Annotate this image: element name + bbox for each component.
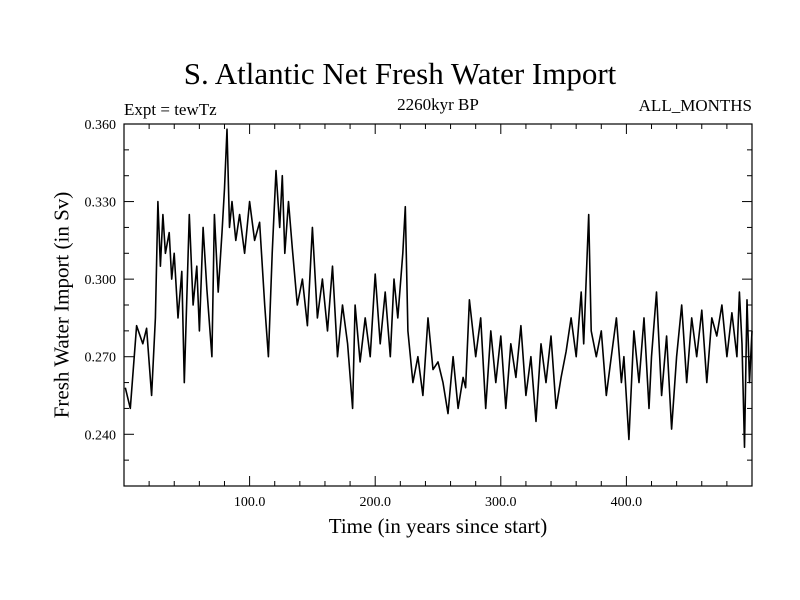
x-axis-label: Time (in years since start) <box>328 514 548 538</box>
y-tick-label: 0.240 <box>85 428 117 443</box>
x-tick-label: 300.0 <box>485 495 517 510</box>
y-tick-label: 0.300 <box>85 273 117 288</box>
x-tick-label: 100.0 <box>234 495 266 510</box>
y-tick-label: 0.270 <box>85 351 117 366</box>
experiment-label: Expt = tewTz <box>124 100 217 119</box>
series-line <box>124 128 753 449</box>
months-label: ALL_MONTHS <box>638 96 752 115</box>
chart-title: S. Atlantic Net Fresh Water Import <box>183 56 617 91</box>
x-tick-label: 200.0 <box>359 495 391 510</box>
chart-subtitle: 2260kyr BP <box>397 95 479 114</box>
y-tick-label: 0.330 <box>85 196 117 211</box>
y-tick-label: 0.360 <box>85 118 117 133</box>
x-tick-label: 400.0 <box>611 495 643 510</box>
